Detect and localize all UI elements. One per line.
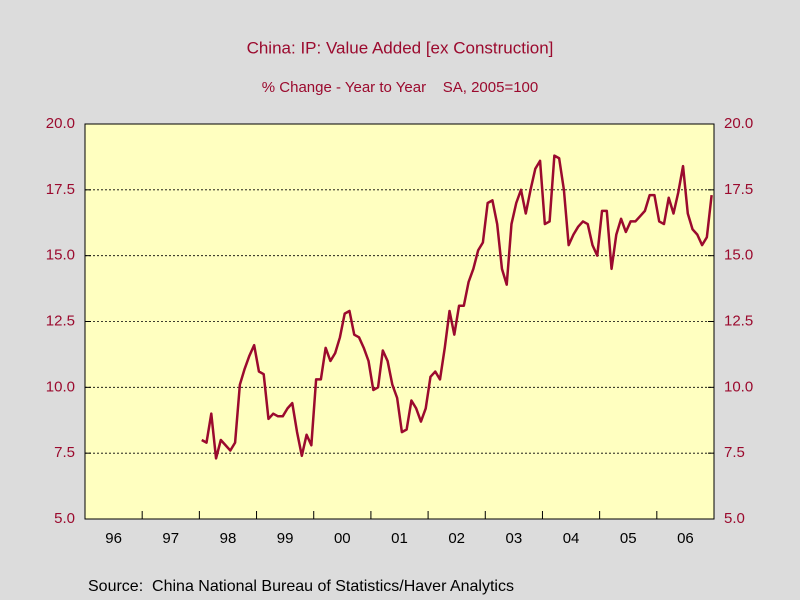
y-tick-label: 7.5 <box>54 444 75 461</box>
x-tick-label: 00 <box>334 530 351 547</box>
x-tick-label: 04 <box>563 530 580 547</box>
chart-title: China: IP: Value Added [ex Construction] <box>247 38 554 57</box>
y-tick-label: 15.0 <box>46 247 75 264</box>
x-tick-label: 99 <box>277 530 294 547</box>
y-tick-label: 10.0 <box>46 378 75 395</box>
x-tick-label: 01 <box>391 530 408 547</box>
y2-tick-label: 12.5 <box>724 312 753 329</box>
y-tick-label: 20.0 <box>46 115 75 132</box>
x-tick-label: 06 <box>677 530 694 547</box>
y2-tick-label: 15.0 <box>724 247 753 264</box>
x-tick-label: 03 <box>506 530 523 547</box>
x-tick-label: 97 <box>162 530 179 547</box>
source: Source: China National Bureau of Statist… <box>88 578 514 595</box>
y2-tick-label: 17.5 <box>724 181 753 198</box>
y-tick-label: 17.5 <box>46 181 75 198</box>
data-line <box>201 154 713 460</box>
x-tick-label: 02 <box>448 530 465 547</box>
y-tick-label: 5.0 <box>54 510 75 527</box>
y2-tick-label: 20.0 <box>724 115 753 132</box>
x-tick-label: 98 <box>220 530 237 547</box>
y2-tick-label: 10.0 <box>724 378 753 395</box>
chart-subtitle: % Change - Year to Year SA, 2005=100 <box>262 79 538 96</box>
y2-tick-label: 7.5 <box>724 444 745 461</box>
x-tick-label: 05 <box>620 530 637 547</box>
plot-area <box>84 123 715 520</box>
y2-tick-label: 5.0 <box>724 510 745 527</box>
x-tick-label: 96 <box>105 530 122 547</box>
y-tick-label: 12.5 <box>46 312 75 329</box>
